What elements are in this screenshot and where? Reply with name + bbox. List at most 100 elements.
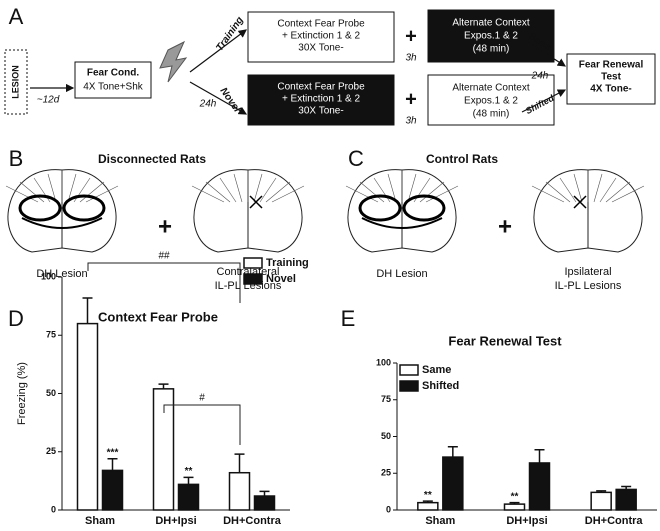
- alternate-text: (48 min): [473, 44, 510, 55]
- probe-text: + Extinction 1 & 2: [282, 94, 361, 105]
- region-line: [191, 185, 225, 203]
- lesion-label: LESION: [10, 65, 20, 99]
- panel-label: B: [9, 146, 24, 171]
- bar: [615, 488, 637, 511]
- fear-cond-box: [74, 61, 152, 99]
- region-line: [573, 173, 583, 203]
- region-line: [265, 181, 291, 203]
- significance-label: **: [185, 466, 193, 477]
- brain-label: IL-PL Lesions: [555, 280, 622, 292]
- arrow: [189, 29, 247, 73]
- brain-label: Contralateral: [217, 266, 280, 278]
- legend-label: Novel: [266, 273, 296, 285]
- delay-label: 3h: [405, 116, 417, 127]
- region-line: [79, 181, 105, 203]
- plus: +: [405, 25, 417, 47]
- region-line: [271, 185, 305, 203]
- region-line: [5, 185, 39, 203]
- panel-title: Disconnected Rats: [98, 152, 206, 166]
- legend-swatch: [243, 257, 263, 269]
- probe-text: Context Fear Probe: [277, 82, 365, 93]
- x-tick-label: Sham: [85, 515, 115, 527]
- alternate-text: Alternate Context: [452, 18, 529, 29]
- error-bar: [82, 297, 93, 324]
- lesion: [358, 194, 402, 222]
- bar: [228, 471, 251, 511]
- region-line: [67, 173, 77, 203]
- lesion-box: [4, 49, 28, 115]
- probe-text: Context Fear Probe: [277, 19, 365, 30]
- probe-box: [247, 11, 395, 63]
- panel-label: E: [341, 306, 356, 331]
- bar: [442, 456, 464, 511]
- region-line: [205, 181, 231, 203]
- brain-label: IL-PL Lesions: [215, 280, 282, 292]
- x-tick-label: DH+Ipsi: [155, 515, 196, 527]
- region-line: [593, 173, 603, 203]
- arrow: [189, 81, 248, 115]
- alternate-text: Expos.1 & 2: [464, 96, 518, 107]
- y-tick-label: 0: [51, 504, 56, 514]
- lesion-x: [249, 195, 263, 209]
- plus: +: [158, 213, 172, 240]
- y-axis-label: Freezing (%): [16, 362, 28, 425]
- comparison-bracket: [163, 404, 241, 445]
- y-tick-label: 75: [46, 330, 56, 340]
- comparison-bracket: [87, 262, 241, 303]
- alternate-text: Expos.1 & 2: [464, 31, 518, 42]
- brain-label: DH Lesion: [36, 268, 87, 280]
- y-tick-label: 25: [46, 446, 56, 456]
- panel-label: C: [348, 146, 364, 171]
- region-line: [85, 185, 119, 203]
- error-bar: [447, 446, 458, 458]
- comparison-label: ##: [158, 251, 170, 262]
- bar: [253, 495, 276, 511]
- alternate-text: (48 min): [473, 109, 510, 120]
- delay-label: 24h: [531, 71, 549, 82]
- region-line: [19, 181, 45, 203]
- arrow: [521, 37, 567, 67]
- chart-title: Fear Renewal Test: [448, 333, 562, 348]
- comparison-label: #: [199, 393, 205, 404]
- bar: [177, 483, 200, 511]
- legend-label: Training: [266, 257, 309, 269]
- y-tick-label: 0: [386, 504, 391, 514]
- legend-label: Shifted: [422, 380, 459, 392]
- arrow: [521, 89, 567, 113]
- y-tick-label: 50: [381, 431, 391, 441]
- y-tick-label: 25: [381, 468, 391, 478]
- panel-label: A: [9, 4, 24, 29]
- bar: [76, 322, 99, 511]
- region-line: [47, 173, 57, 203]
- renewal-text: Fear Renewal: [579, 60, 644, 71]
- plus: +: [405, 88, 417, 110]
- lesion: [18, 194, 62, 222]
- region-line: [253, 173, 263, 203]
- region-line: [419, 181, 445, 203]
- bar: [417, 501, 439, 511]
- probe-text: 30X Tone-: [298, 106, 343, 117]
- panel-title: Control Rats: [426, 152, 498, 166]
- probe-box: [247, 74, 395, 126]
- region-line: [425, 185, 459, 203]
- y-tick-label: 50: [46, 388, 56, 398]
- alternate-box: [427, 74, 555, 126]
- region-line: [359, 181, 385, 203]
- delay-label: ~12d: [37, 95, 60, 106]
- y-tick-label: 100: [41, 271, 56, 281]
- y-tick-label: 75: [381, 394, 391, 404]
- significance-label: **: [424, 490, 432, 501]
- x-tick-label: DH+Ipsi: [506, 515, 547, 527]
- alternate-box: [427, 9, 555, 63]
- box-title: Fear Cond.: [87, 68, 139, 79]
- lesion-x: [573, 195, 587, 209]
- region-line: [259, 177, 277, 203]
- bar: [101, 469, 124, 511]
- region-line: [545, 181, 571, 203]
- delay-label: 3h: [405, 53, 417, 64]
- y-tick-label: 100: [376, 357, 391, 367]
- x-tick-label: DH+Contra: [223, 515, 282, 527]
- region-line: [387, 173, 397, 203]
